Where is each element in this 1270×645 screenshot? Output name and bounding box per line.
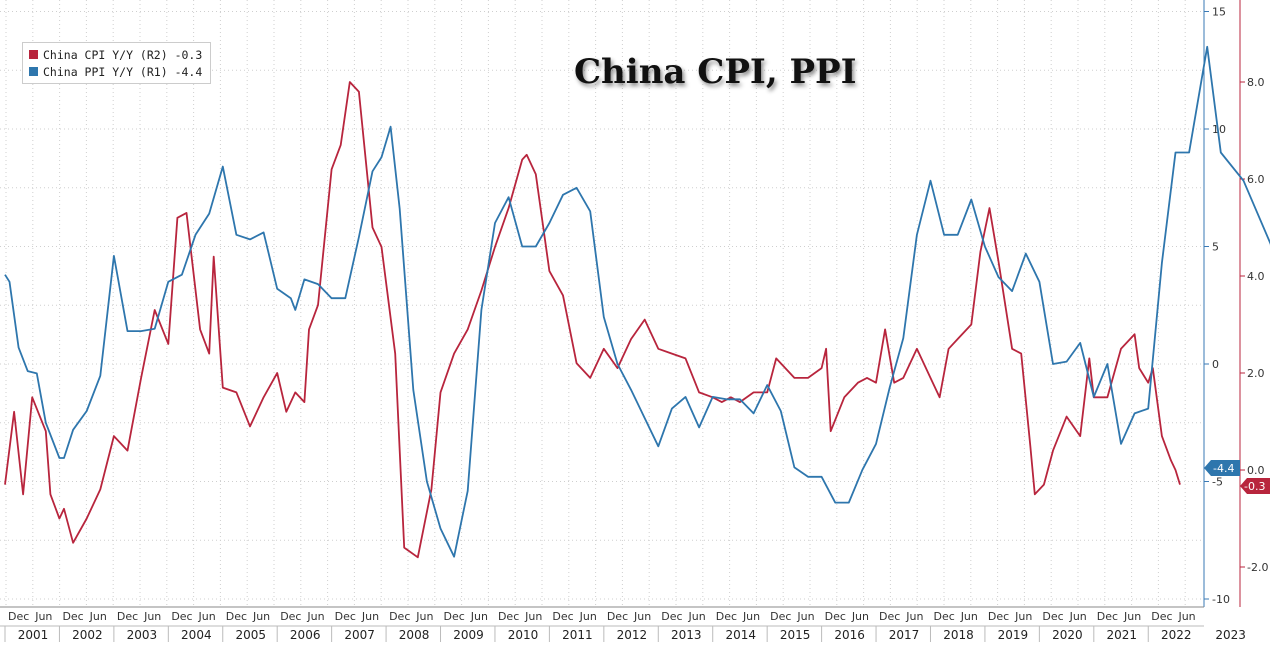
x-tick-label: Dec	[988, 610, 1009, 623]
x-tick-label: Jun	[361, 610, 379, 623]
year-label: 2014	[725, 628, 756, 642]
x-tick-label: Jun	[252, 610, 270, 623]
x-tick-label: Jun	[198, 610, 216, 623]
r2-tick-label: -2.0	[1247, 561, 1268, 574]
end-tag-cpi: -0.3	[1240, 478, 1270, 494]
x-tick-label: Jun	[633, 610, 651, 623]
r2-tick-label: 4.0	[1247, 270, 1265, 283]
r2-tick-label: 6.0	[1247, 173, 1265, 186]
x-tick-label: Dec	[335, 610, 356, 623]
year-label: 2018	[943, 628, 974, 642]
end-tag-ppi: -4.4	[1204, 460, 1240, 476]
x-tick-label: Jun	[1069, 610, 1087, 623]
x-tick-label: Jun	[89, 610, 107, 623]
r1-tick-label: 15	[1212, 6, 1226, 19]
end-tag-cpi-shape	[1240, 478, 1270, 494]
r2-tick-label: 2.0	[1247, 367, 1265, 380]
legend-value-ppi: -4.4	[174, 64, 203, 79]
x-tick-label: Dec	[280, 610, 301, 623]
year-label: 2002	[72, 628, 103, 642]
x-tick-label: Jun	[688, 610, 706, 623]
legend-item-cpi: China CPI Y/Y (R2) -0.3	[29, 46, 202, 63]
year-label: 2001	[18, 628, 49, 642]
x-tick-label: Dec	[1151, 610, 1172, 623]
year-label: 2022	[1161, 628, 1192, 642]
x-tick-label: Dec	[498, 610, 519, 623]
x-tick-label: Jun	[960, 610, 978, 623]
series-line-ppi	[4, 45, 1270, 558]
year-label: 2021	[1107, 628, 1138, 642]
year-label: 2016	[834, 628, 865, 642]
x-tick-label: Jun	[1177, 610, 1195, 623]
r1-tick-label: 10	[1212, 123, 1226, 136]
year-label: 2017	[889, 628, 920, 642]
x-tick-label: Jun	[470, 610, 488, 623]
year-label: 2006	[290, 628, 321, 642]
year-label: 2005	[235, 628, 266, 642]
year-label: 2010	[508, 628, 539, 642]
x-tick-label: Dec	[389, 610, 410, 623]
year-label: 2009	[453, 628, 484, 642]
year-label: 2013	[671, 628, 702, 642]
r1-tick-label: 5	[1212, 241, 1219, 254]
r1-tick-label: -5	[1212, 476, 1223, 489]
r2-tick-label: 0.0	[1247, 464, 1265, 477]
x-tick-label: Jun	[742, 610, 760, 623]
x-tick-label: Dec	[825, 610, 846, 623]
x-tick-label: Dec	[607, 610, 628, 623]
x-tick-label: Jun	[34, 610, 52, 623]
legend-swatch-cpi	[29, 50, 38, 59]
x-tick-label: Dec	[1042, 610, 1063, 623]
r1-tick-label: 0	[1212, 358, 1219, 371]
x-tick-label: Dec	[933, 610, 954, 623]
end-tag-ppi-text: -4.4	[1213, 462, 1234, 475]
x-tick-label: Jun	[415, 610, 433, 623]
r1-tick-label: -10	[1212, 593, 1230, 606]
x-tick-label: Dec	[8, 610, 29, 623]
year-label: 2007	[344, 628, 375, 642]
year-label: 2003	[127, 628, 158, 642]
legend-swatch-ppi	[29, 67, 38, 76]
series-line-cpi	[4, 81, 1181, 559]
chart-title: China CPI, PPI	[574, 52, 857, 92]
year-label: 2020	[1052, 628, 1083, 642]
x-tick-label: Jun	[905, 610, 923, 623]
year-label: 2015	[780, 628, 811, 642]
x-tick-label: Jun	[306, 610, 324, 623]
x-tick-label: Dec	[770, 610, 791, 623]
year-label: 2004	[181, 628, 212, 642]
x-tick-label: Dec	[716, 610, 737, 623]
x-tick-label: Jun	[579, 610, 597, 623]
chart-legend: China CPI Y/Y (R2) -0.3 China PPI Y/Y (R…	[22, 42, 212, 84]
x-tick-label: Jun	[796, 610, 814, 623]
x-tick-label: Dec	[1097, 610, 1118, 623]
year-label: 2008	[399, 628, 430, 642]
x-tick-label: Jun	[524, 610, 542, 623]
legend-value-cpi: -0.3	[174, 47, 203, 62]
end-tag-ppi-shape	[1204, 460, 1240, 476]
year-label: 2023	[1215, 628, 1246, 642]
end-tag-cpi-text: -0.3	[1244, 480, 1265, 493]
x-tick-label: Dec	[879, 610, 900, 623]
year-label: 2012	[617, 628, 648, 642]
r2-tick-label: 8.0	[1247, 76, 1265, 89]
x-tick-label: Dec	[226, 610, 247, 623]
x-tick-label: Dec	[661, 610, 682, 623]
x-tick-label: Jun	[1123, 610, 1141, 623]
x-tick-label: Dec	[117, 610, 138, 623]
x-tick-label: Dec	[171, 610, 192, 623]
year-label: 2019	[998, 628, 1029, 642]
x-tick-label: Dec	[444, 610, 465, 623]
legend-label-cpi: China CPI Y/Y (R2)	[43, 47, 168, 62]
x-tick-label: Jun	[143, 610, 161, 623]
x-tick-label: Jun	[851, 610, 869, 623]
x-tick-label: Dec	[552, 610, 573, 623]
year-label: 2011	[562, 628, 593, 642]
x-tick-label: Jun	[1014, 610, 1032, 623]
legend-item-ppi: China PPI Y/Y (R1) -4.4	[29, 63, 202, 80]
x-tick-label: Dec	[62, 610, 83, 623]
legend-label-ppi: China PPI Y/Y (R1)	[43, 64, 168, 79]
